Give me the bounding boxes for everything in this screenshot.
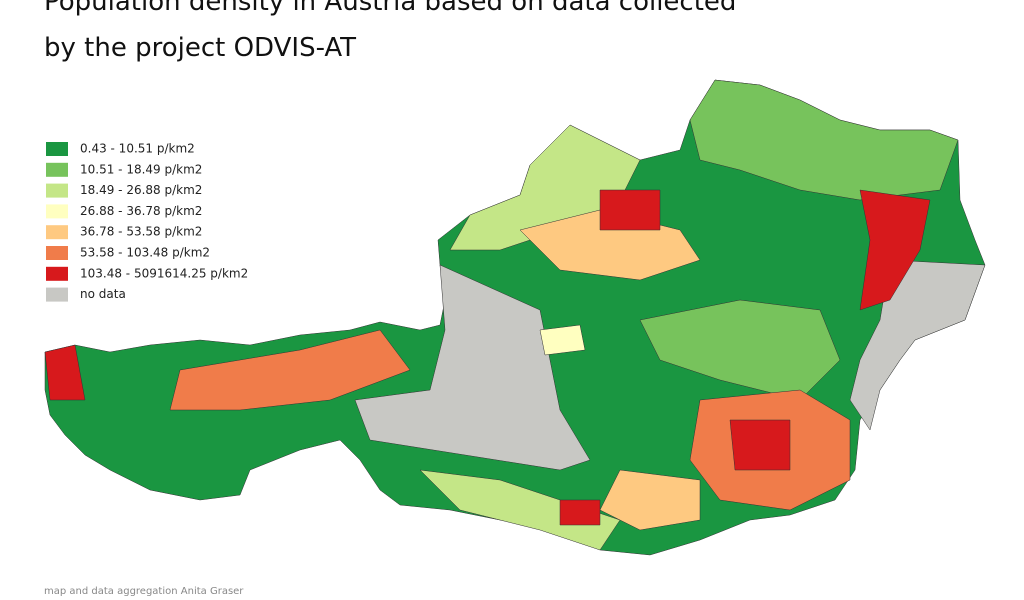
legend-swatch: [46, 287, 68, 302]
legend-swatch: [46, 162, 68, 177]
legend-swatch: [46, 183, 68, 198]
legend-label: 26.88 - 36.78 p/km2: [80, 204, 202, 218]
no-data-region: [354, 264, 591, 471]
region: [44, 344, 86, 401]
legend: 0.43 - 10.51 p/km2 10.51 - 18.49 p/km2 18.…: [46, 142, 248, 302]
no-data-region: [849, 259, 986, 431]
legend-label: 103.48 - 5091614.25 p/km2: [80, 266, 248, 280]
region: [539, 324, 586, 356]
legend-label: 0.43 - 10.51 p/km2: [80, 142, 195, 156]
legend-label: 18.49 - 26.88 p/km2: [80, 183, 202, 197]
legend-swatch: [46, 225, 68, 240]
region: [169, 329, 411, 411]
legend-swatch: [46, 204, 68, 219]
region: [689, 79, 959, 201]
legend-label: no data: [80, 287, 126, 301]
credit: map and data aggregation Anita Graser: [44, 586, 244, 597]
austria-map: [44, 79, 986, 556]
region: [859, 189, 931, 311]
legend-label: 53.58 - 103.48 p/km2: [80, 246, 210, 260]
region: [419, 469, 621, 551]
title-line: Population density in Austria based on d…: [44, 0, 736, 17]
region: [729, 419, 791, 471]
legend-swatch: [46, 266, 68, 281]
legend-swatch: [46, 142, 68, 156]
region: [599, 189, 661, 231]
legend-label: 10.51 - 18.49 p/km2: [80, 162, 202, 176]
legend-label: 36.78 - 53.58 p/km2: [80, 225, 202, 239]
region: [639, 299, 841, 401]
region: [559, 499, 601, 526]
region: [599, 469, 701, 531]
legend-swatch: [46, 246, 68, 260]
title-line: by the project ODVIS-AT: [44, 33, 356, 63]
region: [449, 124, 641, 251]
